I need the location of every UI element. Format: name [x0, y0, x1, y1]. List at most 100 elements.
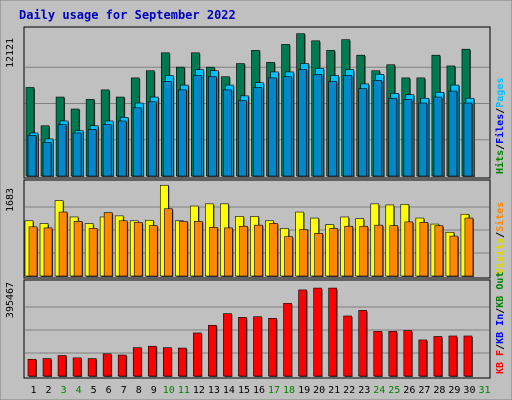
bar — [358, 88, 368, 177]
panel-max-label: 1683 — [5, 188, 16, 212]
bar — [179, 221, 188, 277]
bar — [42, 358, 52, 377]
bar — [343, 315, 352, 377]
chart-panels: 12121Hits/Files/Pages1683Visits/Sites395… — [5, 26, 506, 379]
x-tick-label: 20 — [313, 385, 325, 396]
x-tick-label: 11 — [178, 385, 190, 396]
bar — [433, 336, 443, 377]
bar — [283, 303, 292, 377]
bar — [268, 318, 277, 377]
bar — [102, 124, 112, 177]
x-tick-label: 22 — [343, 385, 355, 396]
bar — [194, 221, 203, 277]
bar — [434, 225, 444, 277]
legend-entry: Visits — [494, 238, 506, 274]
bar — [299, 229, 308, 277]
bar — [87, 358, 97, 377]
bar — [433, 96, 443, 177]
bar — [463, 102, 473, 177]
bar — [238, 100, 247, 177]
x-tick-label: 3 — [61, 385, 67, 396]
x-tick-label: 28 — [433, 385, 445, 396]
bar — [359, 225, 369, 277]
bar — [162, 347, 172, 377]
bar — [374, 224, 384, 277]
bar — [389, 225, 399, 277]
bar — [57, 124, 67, 177]
bar — [314, 233, 323, 277]
bar — [328, 81, 337, 177]
bar — [344, 225, 353, 277]
x-tick-label: 15 — [238, 385, 250, 396]
bar — [117, 120, 127, 177]
x-tick-label: 17 — [268, 385, 280, 396]
legend-entry: Files — [494, 114, 506, 144]
bar — [224, 227, 233, 277]
bar — [178, 347, 187, 377]
bar — [238, 317, 247, 377]
bar — [403, 330, 413, 377]
bar — [42, 142, 52, 177]
bar — [284, 236, 293, 277]
bar — [28, 226, 38, 277]
bar — [58, 211, 68, 277]
bar — [253, 87, 262, 177]
legend-entry: Sites — [494, 202, 506, 232]
bar — [27, 135, 37, 177]
panel-visitors: 1683 Visits/Sites — [5, 179, 506, 279]
legend-entry: KB In — [495, 314, 506, 344]
x-tick-label: 31 — [478, 385, 490, 396]
bar — [193, 332, 202, 377]
bar — [239, 225, 248, 277]
bar — [103, 212, 113, 277]
panel-max-label: 395467 — [5, 282, 16, 318]
bar — [388, 331, 398, 377]
x-tick-label: 10 — [163, 385, 175, 396]
legend-entry: Hits — [494, 150, 506, 174]
bar — [208, 76, 217, 177]
bar — [57, 355, 67, 377]
bar — [72, 357, 82, 377]
legend-entry: KB F — [495, 350, 506, 374]
x-tick-label: 16 — [253, 385, 265, 396]
x-axis: 1 2 3 4 5 6 7 8 9 10 11 12 13 14 15 16 17 18 19 20 21 22 23 24 2… — [31, 385, 491, 396]
x-tick-label: 1 — [31, 385, 37, 396]
bar — [449, 235, 459, 277]
bar — [298, 289, 307, 377]
bar — [88, 228, 98, 277]
legend-entry: / — [495, 344, 506, 350]
bar — [147, 345, 157, 377]
x-tick-label: 8 — [136, 385, 142, 396]
x-tick-label: 27 — [418, 385, 430, 396]
bar — [73, 221, 83, 277]
bar — [253, 316, 262, 377]
bar — [223, 89, 232, 177]
x-tick-label: 18 — [283, 385, 295, 396]
legend-entry: / — [495, 308, 506, 314]
bar — [223, 313, 232, 377]
bar — [373, 331, 383, 377]
bar — [298, 69, 307, 177]
x-tick-label: 30 — [463, 385, 475, 396]
series-sites — [28, 208, 474, 277]
bar — [358, 310, 368, 377]
bar — [254, 224, 263, 277]
legend-entry: / — [495, 232, 506, 238]
bar — [373, 79, 383, 177]
bar — [193, 75, 202, 177]
x-tick-label: 9 — [151, 385, 157, 396]
bar — [117, 354, 127, 377]
bar — [448, 90, 458, 177]
bar — [269, 223, 278, 277]
bar — [283, 76, 292, 177]
bar — [448, 335, 458, 377]
bar — [418, 339, 428, 377]
x-tick-label: 14 — [223, 385, 235, 396]
x-tick-label: 24 — [373, 385, 385, 396]
legend-entry: KB Out — [495, 272, 506, 308]
bar — [72, 132, 82, 177]
panel-legend: KB F/KB In/KB Out — [495, 272, 506, 374]
